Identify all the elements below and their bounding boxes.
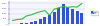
Bar [71, 9, 74, 24]
Bar [30, 22, 33, 24]
Bar [39, 19, 42, 24]
Bar [25, 23, 28, 24]
Bar [48, 15, 51, 24]
Bar [34, 21, 37, 24]
Bar [62, 4, 65, 24]
Bar [53, 12, 56, 24]
Bar [80, 13, 83, 24]
Legend: Cases, Sales: Cases, Sales [91, 11, 98, 15]
Bar [66, 7, 69, 24]
Bar [57, 8, 60, 24]
Bar [43, 17, 46, 24]
Bar [76, 11, 79, 24]
Bar [20, 23, 23, 24]
